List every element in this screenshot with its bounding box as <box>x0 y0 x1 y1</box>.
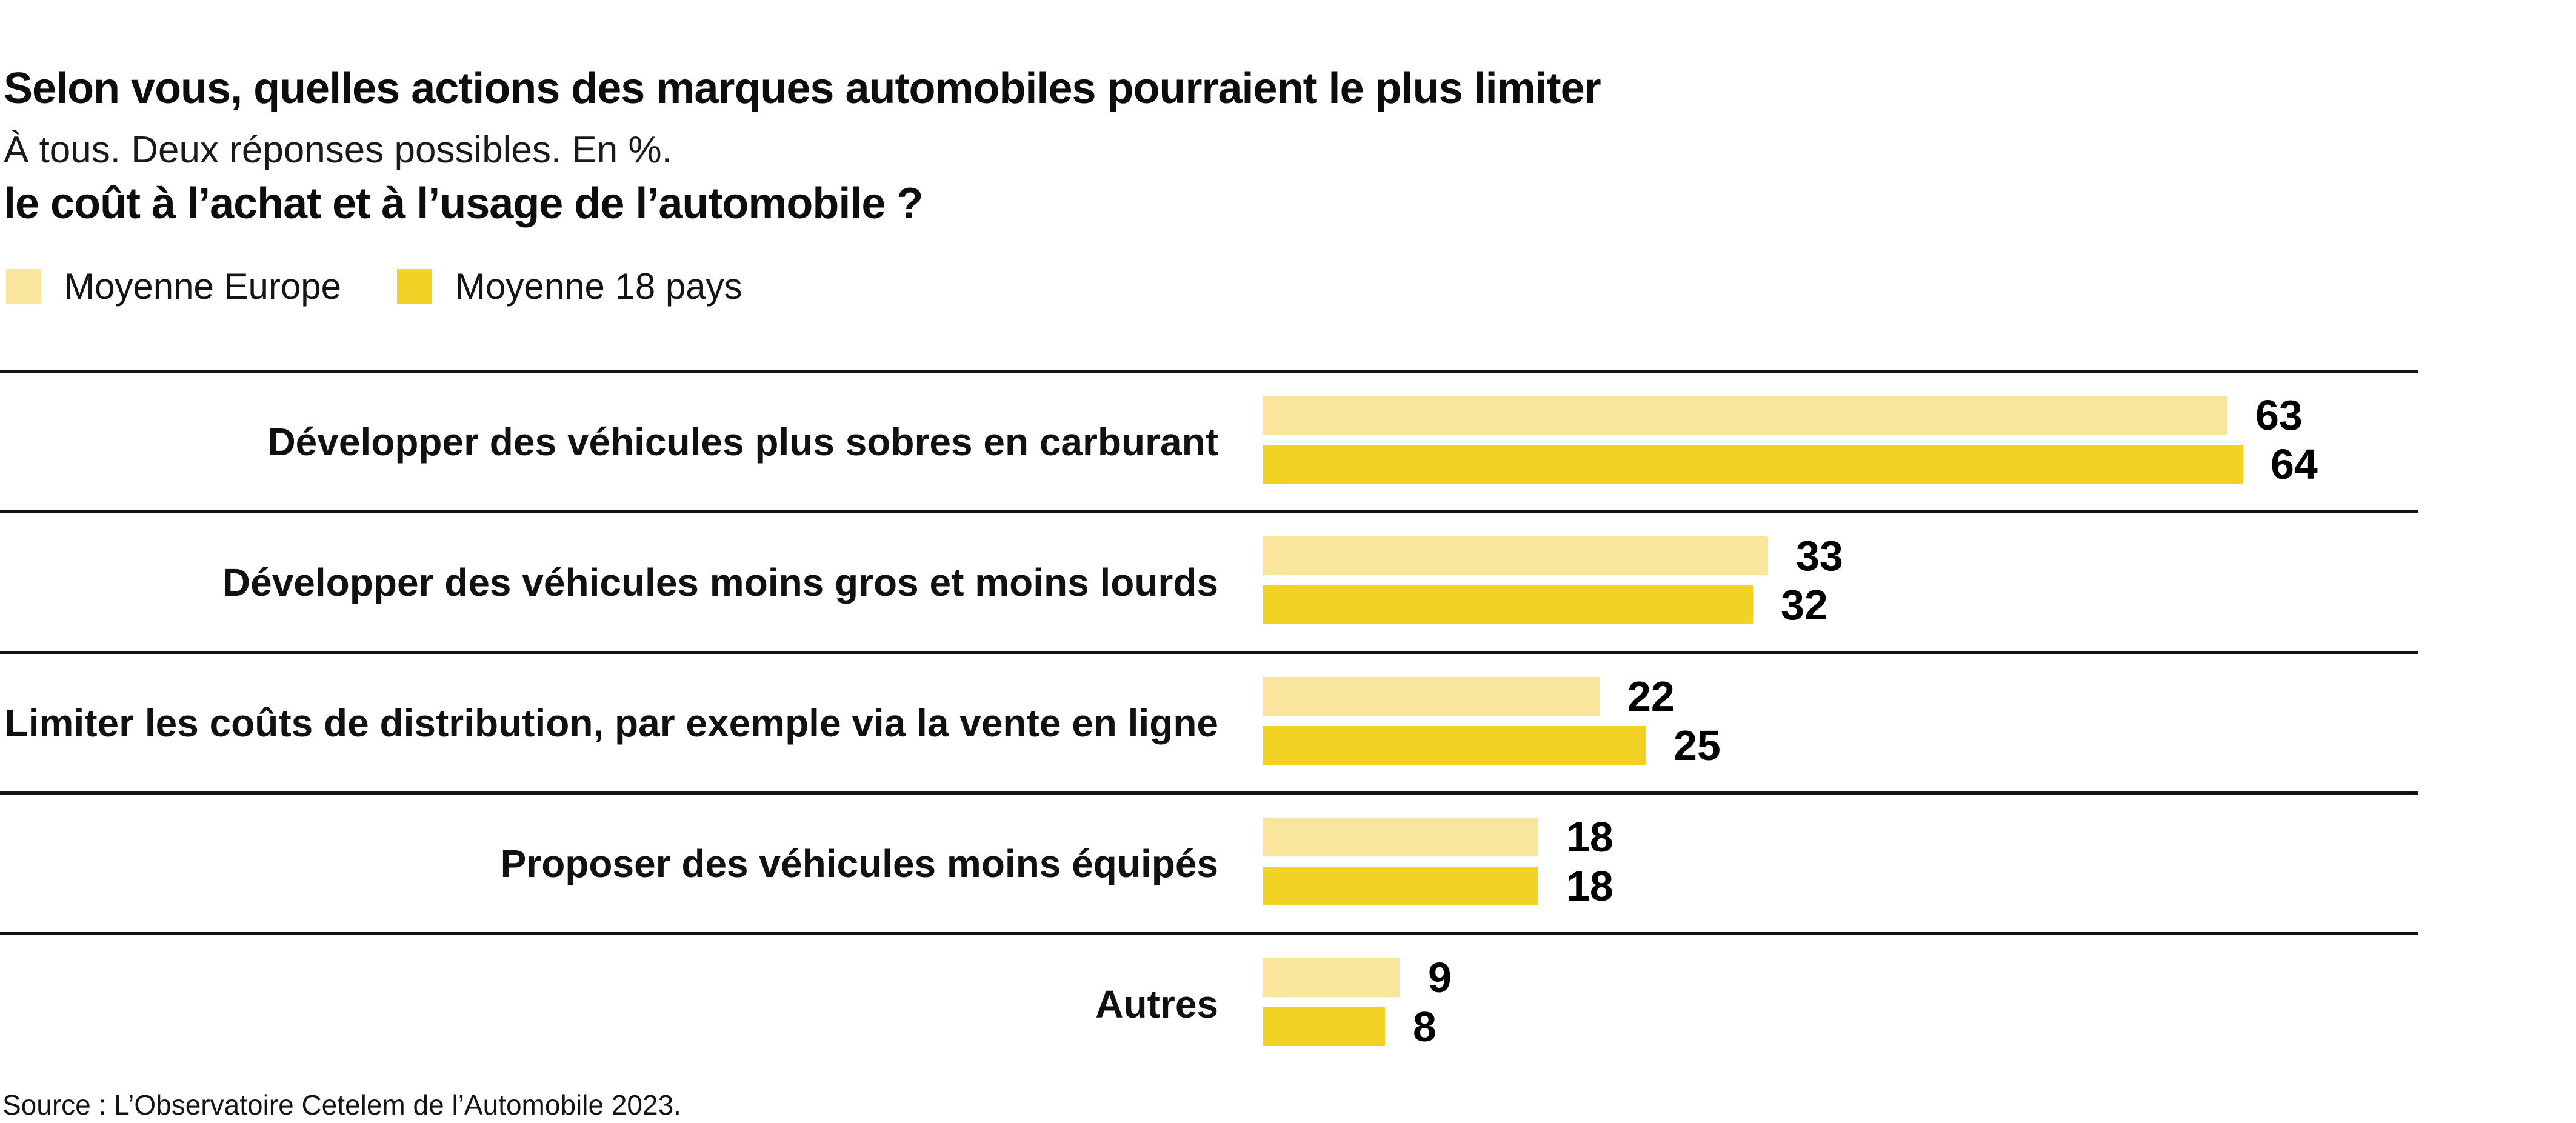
bar-europe <box>1263 677 1600 716</box>
row-label: Développer des véhicules moins gros et m… <box>222 560 1218 604</box>
bar-chart: Développer des véhicules plus sobres en … <box>0 370 2418 1073</box>
bar-line: 18 <box>1263 813 2418 861</box>
page-title-line2: le coût à l’achat et à l’usage de l’auto… <box>4 179 923 228</box>
bar-line: 18 <box>1263 862 2418 910</box>
legend-label: Moyenne 18 pays <box>455 266 742 307</box>
value-label-18pays: 8 <box>1413 1003 1436 1050</box>
row-bars: 18 18 <box>1263 795 2418 932</box>
bar-18pays <box>1263 726 1646 765</box>
legend-item: Moyenne Europe <box>6 265 341 307</box>
value-label-europe: 63 <box>2255 392 2303 439</box>
row-label: Développer des véhicules plus sobres en … <box>267 419 1218 464</box>
value-label-18pays: 64 <box>2271 441 2318 488</box>
bar-18pays <box>1263 585 1753 624</box>
row-label: Proposer des véhicules moins équipés <box>500 841 1218 885</box>
bar-18pays <box>1263 867 1538 905</box>
chart-legend: Moyenne Europe Moyenne 18 pays <box>6 265 742 307</box>
bar-europe <box>1263 958 1400 997</box>
row-label: Limiter les coûts de distribution, par e… <box>4 701 1218 745</box>
value-label-europe: 33 <box>1796 532 1843 579</box>
value-label-18pays: 18 <box>1566 862 1613 910</box>
bar-line: 33 <box>1263 532 2418 579</box>
row-bars: 33 32 <box>1263 513 2418 651</box>
value-label-europe: 18 <box>1566 813 1613 861</box>
chart-row: Limiter les coûts de distribution, par e… <box>0 651 2418 791</box>
bar-europe <box>1263 396 2227 435</box>
chart-row: Proposer des véhicules moins équipés 18 18 <box>0 791 2418 932</box>
bar-line: 8 <box>1263 1003 2418 1050</box>
bar-line: 63 <box>1263 392 2418 439</box>
page-title-line1: Selon vous, quelles actions des marques … <box>4 64 1601 113</box>
row-bars: 63 64 <box>1263 373 2418 510</box>
bar-18pays <box>1263 1007 1385 1046</box>
legend-item: Moyenne 18 pays <box>396 265 742 307</box>
value-label-18pays: 25 <box>1673 722 1721 769</box>
bar-line: 9 <box>1263 954 2418 1001</box>
legend-label: Moyenne Europe <box>64 266 341 307</box>
value-label-18pays: 32 <box>1781 581 1828 628</box>
bar-line: 22 <box>1263 673 2418 720</box>
source-note: Source : L’Observatoire Cetelem de l’Aut… <box>2 1089 681 1121</box>
bar-europe <box>1263 818 1538 856</box>
row-label: Autres <box>1095 982 1218 1026</box>
page-subtitle: À tous. Deux réponses possibles. En %. <box>4 129 672 171</box>
value-label-europe: 22 <box>1627 673 1675 720</box>
legend-swatch-icon <box>396 268 432 304</box>
legend-swatch-icon <box>6 268 41 304</box>
chart-row: Développer des véhicules plus sobres en … <box>0 370 2418 510</box>
bar-europe <box>1263 536 1768 575</box>
bar-line: 32 <box>1263 581 2418 628</box>
bar-line: 25 <box>1263 722 2418 769</box>
bar-line: 64 <box>1263 441 2418 488</box>
page-title: Selon vous, quelles actions des marques … <box>4 2 1601 233</box>
chart-row: Développer des véhicules moins gros et m… <box>0 510 2418 651</box>
value-label-europe: 9 <box>1428 954 1452 1001</box>
bar-18pays <box>1263 445 2243 484</box>
row-bars: 22 25 <box>1263 654 2418 791</box>
chart-row: Autres 9 8 <box>0 932 2418 1073</box>
